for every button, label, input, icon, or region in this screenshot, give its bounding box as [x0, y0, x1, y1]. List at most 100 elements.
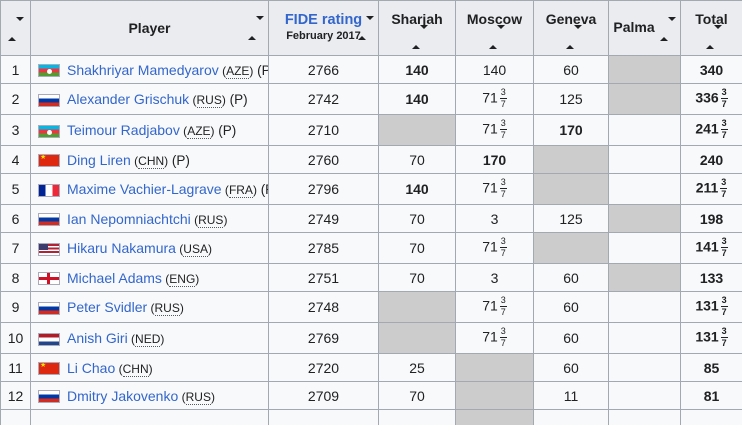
player-column-label: Player	[128, 20, 171, 36]
fraction-denominator: 7	[721, 188, 727, 199]
player-link[interactable]: Alexander Grischuk	[67, 91, 190, 107]
fraction-denominator: 7	[721, 306, 727, 317]
rating-cell: 2710	[268, 114, 379, 146]
moscow-score-cell: 3	[455, 263, 534, 292]
fraction-numerator: 3	[499, 177, 507, 189]
score-value: 140	[405, 91, 429, 107]
score-value: 198	[699, 210, 724, 227]
country-abbr-text: RUS	[154, 301, 180, 316]
score-value: 85	[703, 359, 720, 376]
score-value: 133	[699, 269, 724, 286]
sharjah-score-cell: 70	[378, 263, 456, 292]
country-abbr-text: FRA	[228, 183, 253, 198]
rus-flag-icon	[38, 213, 60, 227]
player-cell	[30, 409, 269, 425]
country-abbr: (RUS)	[178, 389, 215, 405]
country-abbr-text: RUS	[198, 212, 224, 228]
total-column-header[interactable]: Total	[680, 0, 742, 56]
fraction-denominator: 7	[721, 247, 727, 258]
moscow-score-cell: 140	[455, 55, 534, 84]
total-score-cell: 211 3 7	[680, 173, 742, 205]
geneva-score-cell	[533, 173, 609, 205]
eng-flag-icon	[38, 272, 60, 286]
palma-score-cell	[608, 204, 681, 233]
player-link[interactable]: Teimour Radjabov	[67, 122, 180, 138]
palma-column-label: Palma	[613, 19, 655, 36]
usa-flag-icon	[38, 242, 60, 256]
player-link[interactable]: Hikaru Nakamura	[67, 240, 176, 256]
score-value: 11	[563, 387, 579, 404]
score-value: 125	[559, 91, 583, 107]
country-abbr: (RUS)	[190, 212, 228, 228]
player-cell: Michael Adams (ENG)	[30, 263, 269, 292]
sharjah-column-header[interactable]: Sharjah	[378, 0, 456, 56]
total-score-cell: 336 3 7	[680, 83, 742, 115]
player-link[interactable]: Peter Svidler	[67, 299, 148, 315]
country-abbr: (ENG)	[161, 271, 200, 287]
player-link[interactable]: Anish Giri	[67, 330, 128, 346]
player-link[interactable]: Maxime Vachier-Lagrave	[67, 181, 222, 197]
palma-score-cell	[608, 409, 681, 425]
moscow-score-cell	[455, 353, 534, 382]
score-value: 71	[482, 328, 498, 345]
geneva-column-header[interactable]: Geneva	[533, 0, 609, 56]
player-link[interactable]: Shakhriyar Mamedyarov	[67, 61, 219, 78]
player-cell: Ian Nepomniachtchi (RUS)	[30, 204, 269, 233]
sharjah-score-cell: 140	[378, 173, 456, 205]
country-abbr-text: RUS	[185, 389, 211, 405]
country-abbr: (AZE)	[179, 124, 215, 139]
rank-column-header[interactable]	[0, 0, 31, 56]
total-score-cell: 241 3 7	[680, 114, 742, 146]
total-score-cell: 340	[680, 55, 742, 84]
qualifier-label: (P)	[168, 152, 190, 168]
fraction-denominator: 7	[500, 306, 506, 317]
total-score-cell: 240	[680, 145, 742, 174]
fide-rating-column-header[interactable]: FIDE rating February 2017	[268, 0, 379, 56]
rank-cell: 8	[0, 263, 31, 292]
fraction-denominator: 7	[500, 337, 506, 348]
palma-score-cell	[608, 381, 681, 410]
fraction-numerator: 3	[499, 326, 507, 338]
sharjah-score-cell: 70	[378, 204, 456, 233]
country-abbr: (CHN)	[115, 361, 153, 377]
score-value: 81	[703, 387, 720, 404]
moscow-score-cell: 170	[455, 145, 534, 174]
player-link[interactable]: Michael Adams	[67, 269, 162, 286]
sort-icon	[358, 16, 374, 40]
rating-date-label: February 2017	[286, 30, 361, 43]
fide-rating-link[interactable]: FIDE rating	[284, 12, 363, 29]
moscow-column-header[interactable]: Moscow	[455, 0, 534, 56]
score-value: 336	[695, 89, 719, 106]
player-column-header[interactable]: Player	[30, 0, 269, 56]
total-score-cell: 131 3 7	[680, 322, 742, 354]
total-column-label: Total	[695, 11, 728, 28]
score-value: 70	[409, 151, 425, 168]
qualifier-label: (P)	[257, 62, 267, 78]
score-value: 170	[482, 151, 507, 168]
score-value: 140	[405, 61, 429, 78]
total-score-cell: 198	[680, 204, 742, 233]
palma-score-cell	[608, 55, 681, 84]
score-value: 125	[559, 210, 583, 227]
rating-cell: 2760	[268, 145, 379, 174]
player-link[interactable]: Ian Nepomniachtchi	[67, 210, 191, 227]
palma-column-header[interactable]: Palma	[608, 0, 681, 56]
fraction-numerator: 3	[720, 236, 728, 248]
player-link[interactable]: Ding Liren	[67, 151, 131, 168]
rus-flag-icon	[38, 301, 60, 315]
player-link[interactable]: Li Chao	[67, 359, 116, 376]
fraction-denominator: 7	[721, 337, 727, 348]
country-abbr-text: AZE	[187, 124, 211, 139]
fraction-numerator: 3	[499, 87, 507, 99]
country-abbr: (FRA)	[221, 183, 257, 198]
player-link[interactable]: Dmitry Jakovenko	[67, 387, 179, 404]
player-cell: Li Chao (CHN)	[30, 353, 269, 382]
fraction-denominator: 7	[500, 188, 506, 199]
